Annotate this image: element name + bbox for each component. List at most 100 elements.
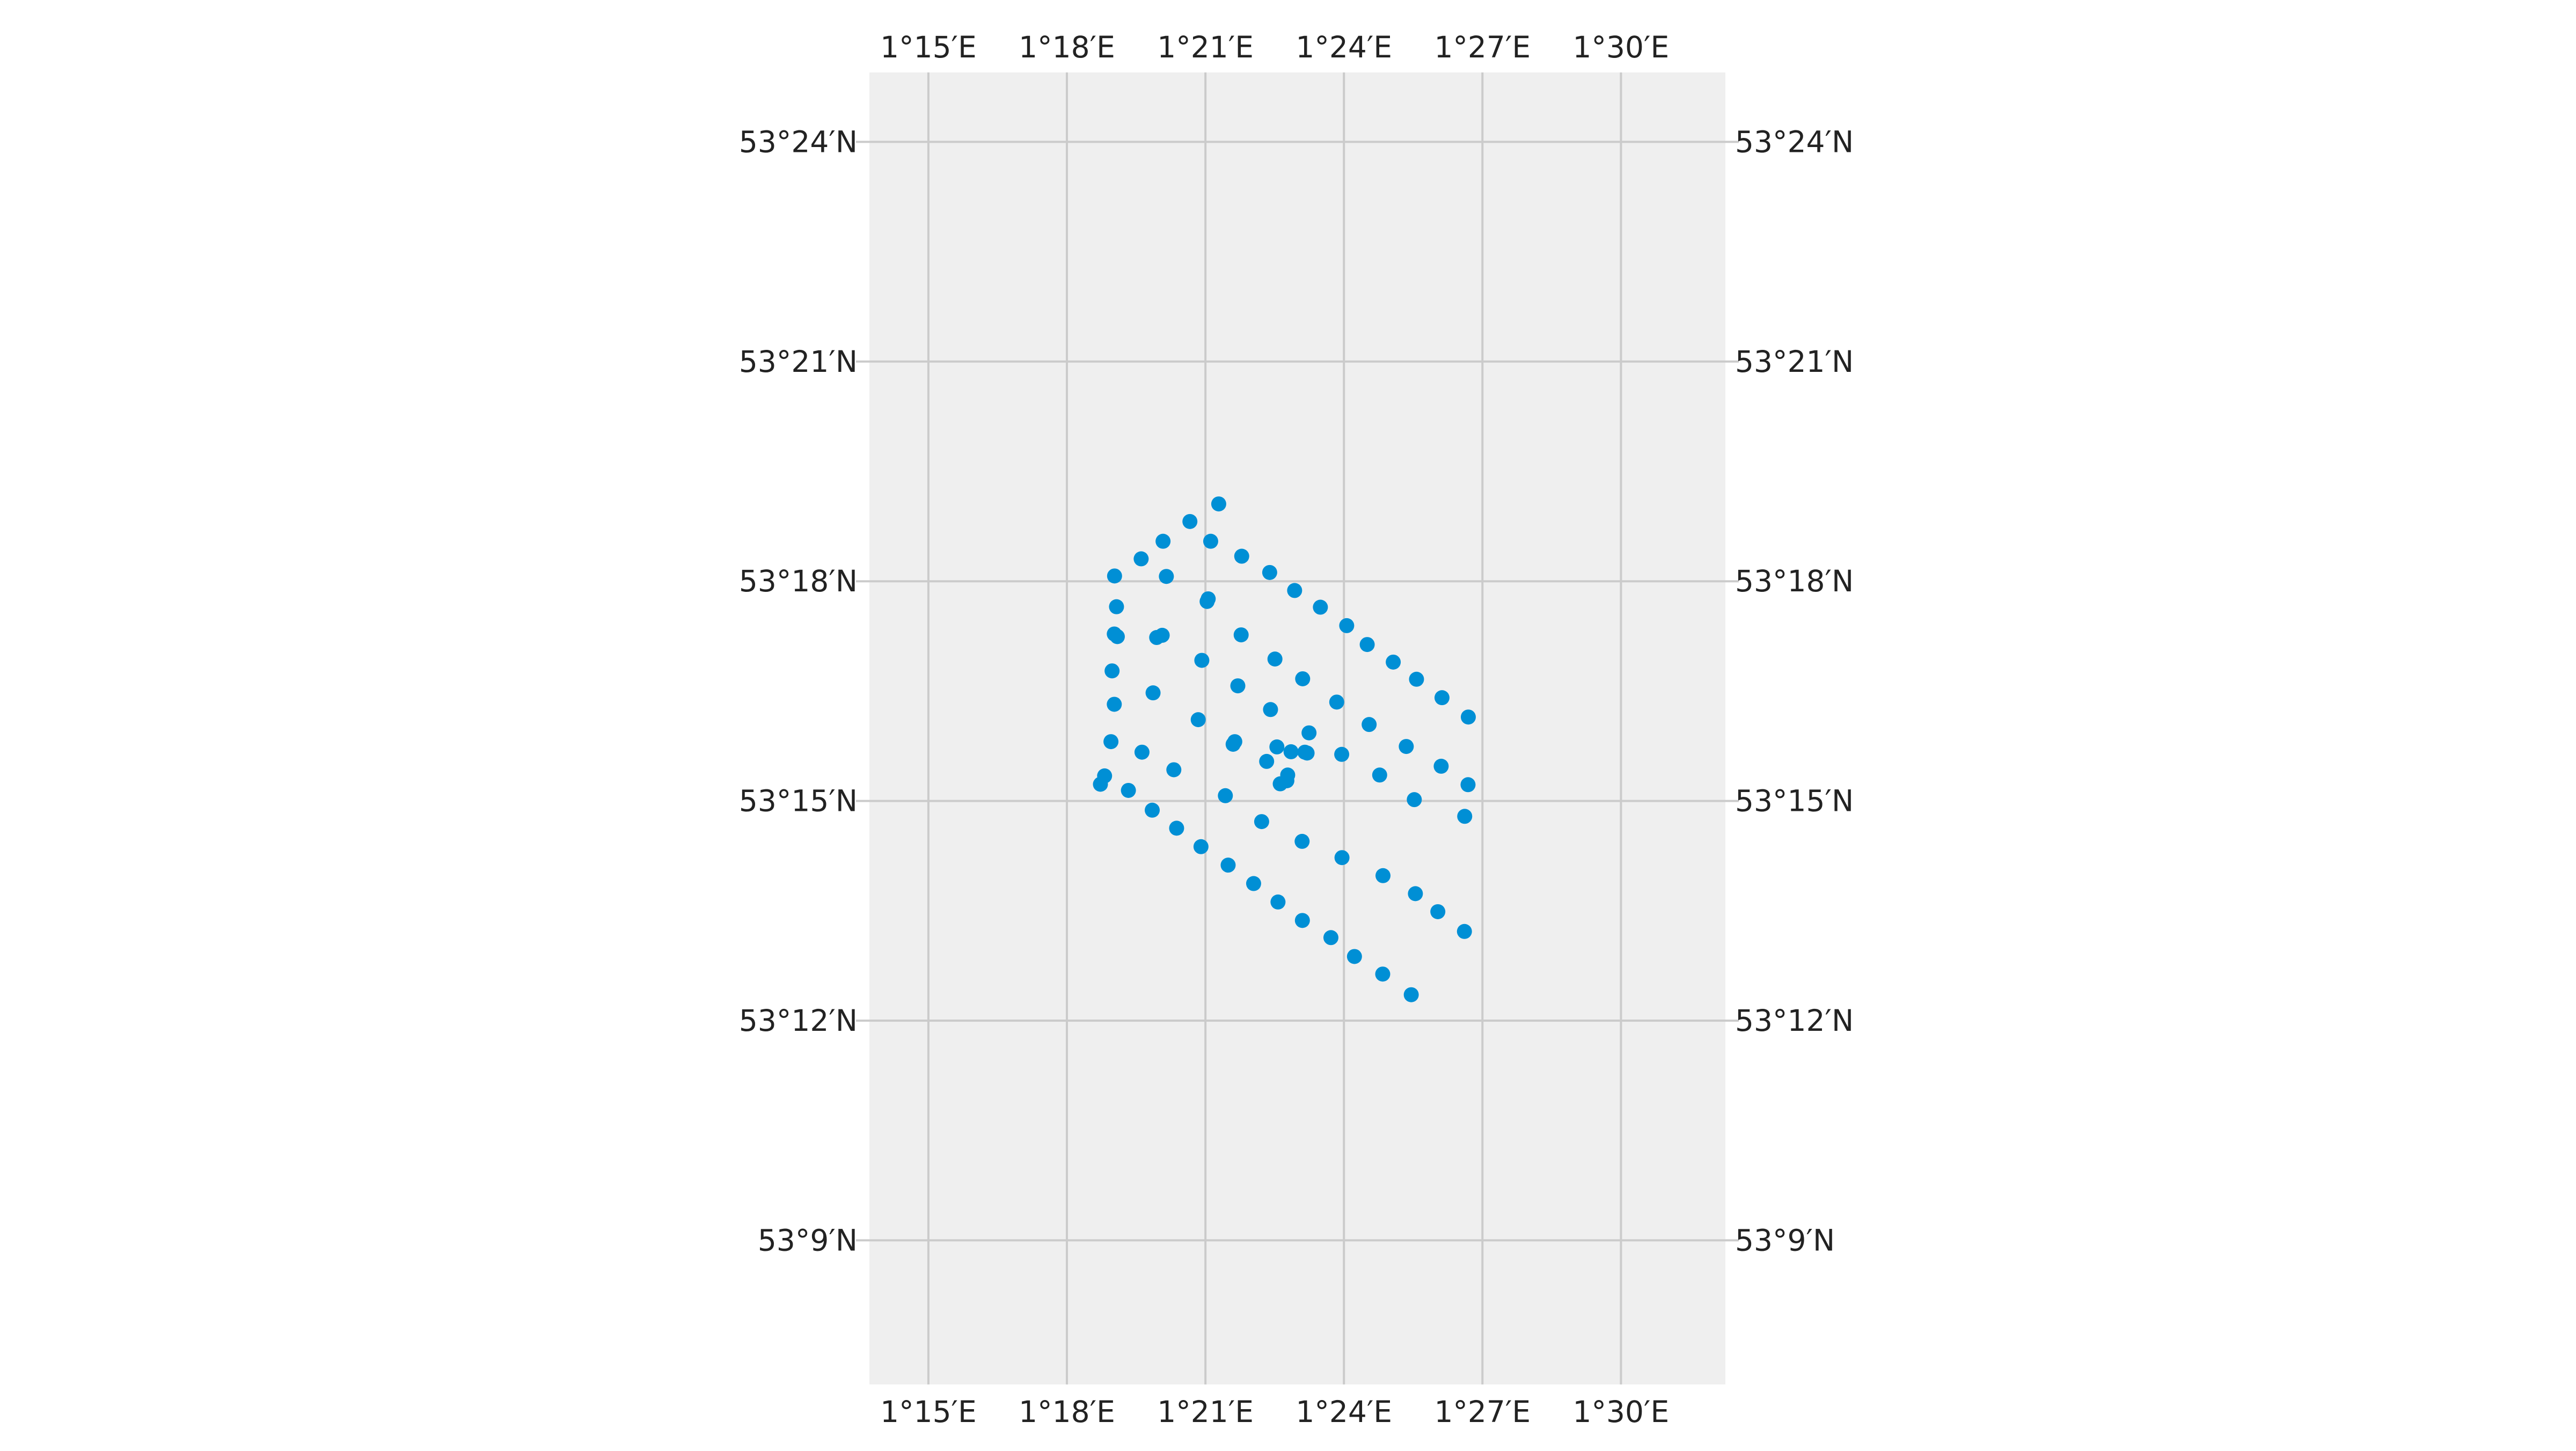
scatter-point: [1457, 924, 1472, 939]
scatter-point: [1339, 618, 1355, 633]
scatter-point: [1301, 725, 1317, 741]
scatter-point: [1313, 599, 1328, 615]
gridlines: [856, 72, 1739, 1384]
scatter-point: [1199, 593, 1215, 609]
scatter-point: [1399, 739, 1414, 754]
scatter-point: [1362, 717, 1377, 732]
scatter-point: [1246, 876, 1261, 891]
scatter-point: [1203, 533, 1218, 549]
scatter-point: [1460, 709, 1476, 725]
scatter-point: [1133, 551, 1149, 567]
tick-labels: 1°15′E 1°15′E 1°18′E 1°18′E 1°21′E 1°21′E 1°24…: [739, 30, 1854, 1429]
x-tick-label-bottom: 1°24′E: [1296, 1395, 1392, 1429]
y-tick-label-right: 53°15′N: [1735, 784, 1854, 818]
scatter-point: [1211, 496, 1226, 512]
scatter-point: [1194, 653, 1210, 668]
y-tick-label-left: 53°18′N: [739, 564, 858, 598]
scatter-point: [1270, 894, 1286, 910]
scatter-point: [1145, 802, 1160, 818]
scatter-point: [1093, 776, 1108, 792]
y-tick-label-left: 53°21′N: [739, 345, 858, 379]
scatter-point: [1220, 858, 1236, 873]
scatter-point: [1107, 697, 1122, 712]
scatter-point: [1263, 702, 1278, 717]
scatter-point: [1107, 568, 1122, 584]
scatter-point: [1460, 777, 1476, 793]
scatter-point: [1287, 583, 1302, 598]
scatter-point: [1430, 904, 1446, 919]
scatter-point: [1334, 746, 1350, 762]
x-tick-label-bottom: 1°27′E: [1434, 1395, 1531, 1429]
y-tick-label-right: 53°18′N: [1735, 564, 1854, 598]
scatter-point: [1182, 514, 1198, 529]
scatter-point: [1166, 762, 1182, 778]
scatter-point: [1269, 739, 1285, 754]
x-tick-label-top: 1°27′E: [1434, 30, 1531, 64]
scatter-point: [1262, 565, 1277, 580]
scatter-point: [1121, 782, 1136, 798]
plot-area: [869, 72, 1725, 1384]
scatter-point: [1190, 712, 1206, 728]
scatter-point: [1109, 599, 1124, 614]
scatter-point: [1407, 792, 1422, 808]
scatter-point: [1149, 630, 1165, 646]
y-tick-label-right: 53°12′N: [1735, 1003, 1854, 1038]
scatter-point: [1230, 678, 1246, 694]
scatter-point: [1297, 744, 1313, 760]
y-tick-label-right: 53°9′N: [1735, 1223, 1835, 1257]
x-tick-label-bottom: 1°15′E: [880, 1395, 977, 1429]
scatter-point: [1375, 966, 1391, 982]
scatter-point: [1334, 850, 1350, 866]
x-tick-label-top: 1°21′E: [1157, 30, 1254, 64]
y-tick-label-right: 53°21′N: [1735, 345, 1854, 379]
scatter-point: [1233, 627, 1249, 643]
scatter-point: [1218, 788, 1233, 803]
scatter-point: [1145, 685, 1161, 701]
scatter-point: [1294, 833, 1310, 849]
scatter-point: [1155, 533, 1171, 549]
scatter-point: [1409, 671, 1424, 687]
data-points: [1093, 496, 1476, 1002]
scatter-point: [1375, 868, 1391, 883]
scatter-point: [1193, 839, 1209, 854]
scatter-point: [1346, 949, 1362, 964]
x-tick-label-top: 1°24′E: [1296, 30, 1392, 64]
scatter-point: [1254, 814, 1269, 830]
scatter-point: [1169, 820, 1184, 836]
y-tick-label-left: 53°15′N: [739, 784, 858, 818]
scatter-point: [1103, 734, 1119, 750]
scatter-point: [1295, 671, 1311, 686]
scatter-point: [1134, 744, 1150, 760]
x-tick-label-bottom: 1°30′E: [1573, 1395, 1670, 1429]
scatter-point: [1234, 548, 1249, 564]
y-tick-label-left: 53°9′N: [758, 1223, 858, 1257]
scatter-point: [1159, 569, 1174, 584]
scatter-point: [1104, 663, 1120, 679]
y-tick-label-right: 53°24′N: [1735, 124, 1854, 159]
y-tick-label-left: 53°12′N: [739, 1003, 858, 1038]
scatter-point: [1403, 987, 1419, 1002]
scatter-point: [1109, 629, 1125, 644]
x-tick-label-bottom: 1°21′E: [1157, 1395, 1254, 1429]
scatter-point: [1294, 913, 1310, 928]
scatter-point: [1372, 767, 1387, 783]
scatter-point: [1329, 694, 1344, 710]
y-tick-label-left: 53°24′N: [739, 124, 858, 159]
scatter-point: [1283, 744, 1299, 759]
scatter-point: [1386, 654, 1401, 670]
scatter-point: [1272, 776, 1288, 792]
scatter-point: [1259, 753, 1275, 769]
x-tick-label-top: 1°18′E: [1019, 30, 1115, 64]
scatter-point: [1225, 736, 1241, 752]
x-tick-label-bottom: 1°18′E: [1019, 1395, 1115, 1429]
scatter-point: [1323, 930, 1338, 946]
x-tick-label-top: 1°15′E: [880, 30, 977, 64]
scatter-point: [1408, 886, 1423, 902]
scatter-point: [1267, 651, 1283, 667]
scatter-point: [1433, 758, 1449, 774]
scatter-point: [1359, 637, 1375, 653]
scatter-point: [1434, 690, 1450, 706]
x-tick-label-top: 1°30′E: [1573, 30, 1670, 64]
